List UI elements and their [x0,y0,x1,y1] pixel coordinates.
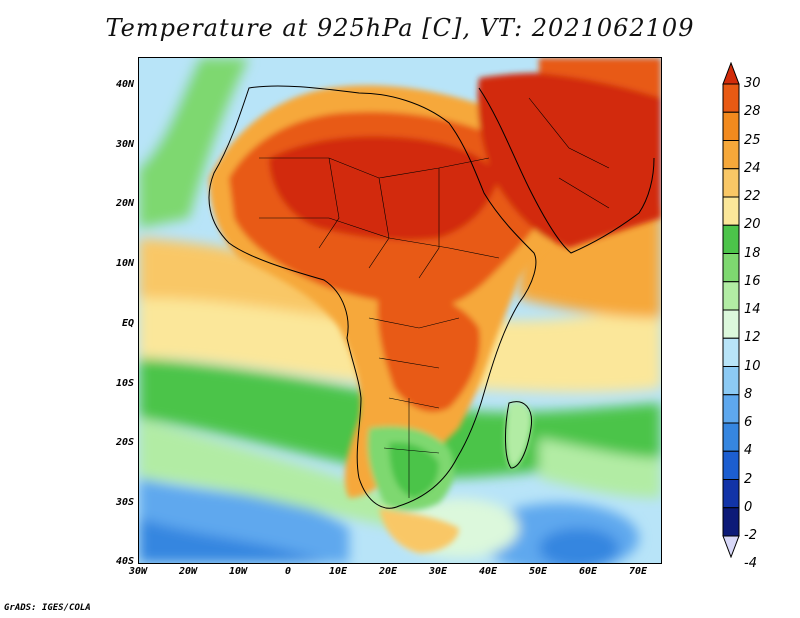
colorbar-label: 0 [744,499,753,515]
colorbar-segment [722,309,740,339]
colorbar-segment [722,224,740,254]
lon-tick-label: 10W [228,566,248,577]
colorbar-segment [722,253,740,283]
temperature-map [138,57,662,564]
colorbar-label: 4 [744,443,753,459]
colorbar-segment [722,196,740,226]
colorbar-label: -4 [744,556,757,572]
colorbar-label: 10 [744,358,761,374]
chart-title: Temperature at 925hPa [C], VT: 202106210… [105,14,695,42]
lat-tick-label: EQ [121,318,134,329]
lon-tick-label: 0 [284,566,292,577]
lat-tick-label: 10S [115,378,134,389]
colorbar-label: 25 [744,132,761,148]
colorbar-segment [722,394,740,424]
colorbar-segment [722,422,740,452]
lat-tick-label: 20S [115,437,134,448]
colorbar-segment [722,281,740,311]
lon-tick-label: 30E [428,566,448,577]
colorbar-segment [722,366,740,396]
colorbar [722,62,740,558]
colorbar-label: 2 [744,471,753,487]
colorbar-label: 12 [744,330,761,346]
lon-tick-label: 50E [528,566,548,577]
credit-text: GrADS: IGES/COLA [4,603,91,613]
lat-tick-label: 10N [115,258,134,269]
lon-tick-label: 60E [578,566,598,577]
colorbar-label: 22 [744,189,761,204]
colorbar-label: 6 [744,415,753,430]
lon-tick-label: 70E [628,566,648,577]
lat-tick-label: 40S [115,556,134,567]
colorbar-segment [722,450,740,480]
lon-tick-label: 10E [328,566,348,577]
lon-tick-label: 30W [128,566,148,577]
lat-tick-label: 30N [115,139,134,150]
colorbar-segment [722,507,740,537]
colorbar-segment [722,140,740,170]
temperature-map-canvas [139,58,661,563]
colorbar-label: 28 [744,104,761,120]
lon-tick-label: 20W [178,566,198,577]
colorbar-segment [722,168,740,198]
lon-tick-label: 40E [478,566,498,577]
colorbar-segment [722,479,740,509]
colorbar-label: 18 [744,245,761,261]
colorbar-label: 30 [744,76,761,91]
africa-coastline [208,85,537,509]
madagascar-coastline [504,401,533,469]
colorbar-segment [722,337,740,367]
colorbar-label: 14 [744,302,761,317]
colorbar-segment [722,111,740,141]
arabia-coastline [478,87,655,254]
colorbar-label: 16 [744,273,761,289]
colorbar-label: 20 [744,217,761,233]
lat-tick-label: 30S [115,497,134,508]
lat-tick-label: 20N [115,198,134,209]
colorbar-label: 24 [744,160,761,176]
colorbar-segment [722,83,740,113]
lat-tick-label: 40N [115,79,134,90]
lon-tick-label: 20E [378,566,398,577]
colorbar-segment [722,535,740,558]
colorbar-segment [722,62,740,85]
colorbar-label: 8 [744,386,753,402]
colorbar-label: -2 [744,528,757,543]
country-borders [259,97,610,498]
